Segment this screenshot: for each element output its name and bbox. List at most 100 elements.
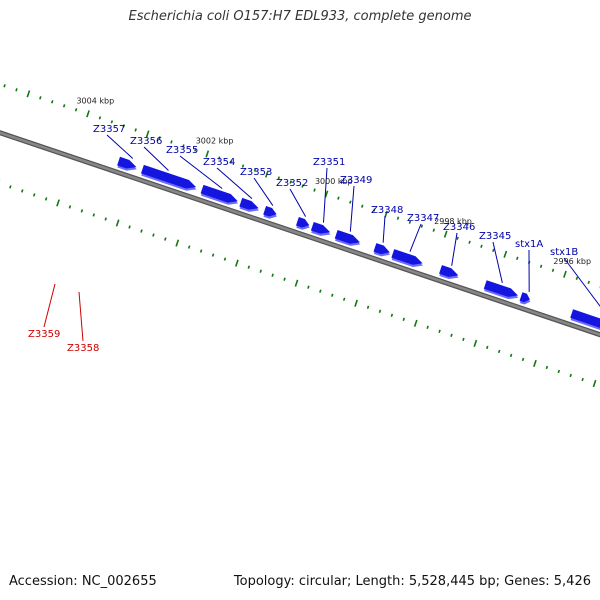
genome-backbone: [0, 130, 600, 338]
upper-scale-tick: [277, 176, 281, 180]
upper-scale-tick: [3, 84, 6, 88]
gene-label-z3353[interactable]: Z3353: [240, 167, 272, 178]
gene-arrow-z3353[interactable]: [263, 205, 279, 221]
gene-label-z3352[interactable]: Z3352: [276, 178, 308, 189]
upper-scale-tick: [86, 110, 90, 118]
gene-label-z3359[interactable]: Z3359: [28, 329, 60, 340]
upper-scale-tick: [468, 240, 471, 244]
lower-scale-tick: [199, 249, 203, 253]
lower-scale-tick: [152, 233, 155, 237]
gene-arrow-z3345[interactable]: [483, 280, 520, 302]
gene-arrow-z3356[interactable]: [140, 164, 198, 194]
lower-scale-tick: [247, 265, 251, 269]
gene-arrow-stx1b[interactable]: [570, 309, 600, 344]
label-leader-line: [106, 134, 134, 159]
label-leader-line: [451, 232, 458, 266]
gene-arrow-z3349[interactable]: [334, 230, 362, 249]
upper-scale-tick: [158, 136, 161, 140]
lower-scale-tick: [497, 349, 501, 354]
lower-scale-tick: [80, 209, 84, 213]
gene-arrow-stx1a[interactable]: [519, 292, 532, 306]
lower-scale-tick: [21, 189, 24, 193]
upper-scale-tick: [492, 248, 495, 252]
scale-label: 3000 kbp: [315, 177, 353, 186]
lower-scale-tick: [426, 325, 429, 330]
lower-scale-tick: [438, 329, 441, 334]
footer-summary: Topology: circular; Length: 5,528,445 bp…: [233, 574, 591, 589]
gene-arrow-z3357[interactable]: [117, 156, 139, 174]
gene-label-z3356[interactable]: Z3356: [130, 136, 162, 147]
gene-arrow-z3355[interactable]: [200, 184, 240, 208]
lower-scale-tick: [115, 219, 120, 227]
gene-arrow-z3347[interactable]: [391, 249, 425, 270]
upper-scale-tick: [432, 228, 436, 232]
label-leader-line: [323, 167, 328, 223]
upper-scale-tick: [408, 220, 412, 224]
lower-scale-tick: [32, 193, 36, 197]
upper-scale-tick: [253, 168, 257, 172]
footer-accession: Accession: NC_002655: [9, 574, 157, 589]
lower-scale-tick: [56, 199, 60, 207]
genome-backbone-highlight: [0, 131, 600, 337]
upper-scale-tick: [539, 264, 543, 269]
gene-label-z3357[interactable]: Z3357: [93, 124, 125, 135]
upper-scale-tick: [503, 250, 508, 258]
lower-scale-tick: [390, 313, 394, 317]
upper-scale-tick: [51, 100, 54, 104]
gene-arrow-z3354[interactable]: [239, 197, 261, 215]
label-leader-line: [492, 241, 503, 283]
lower-scale-tick: [235, 259, 239, 267]
gene-arrow-z3352[interactable]: [295, 216, 311, 232]
upper-scale-tick: [551, 268, 555, 273]
gene-label-z3355[interactable]: Z3355: [166, 145, 198, 156]
lower-scale-tick: [294, 279, 299, 287]
upper-scale-tick: [39, 96, 42, 100]
upper-scale-tick: [264, 170, 269, 178]
upper-scale-tick: [15, 88, 18, 92]
lower-scale-tick: [175, 239, 180, 247]
upper-scale-tick: [480, 244, 483, 248]
gene-arrow-z3348[interactable]: [373, 243, 392, 259]
gene-arrow-z3351[interactable]: [310, 222, 332, 239]
upper-scale-tick: [516, 256, 519, 260]
gene-label-z3346[interactable]: Z3346: [443, 222, 475, 233]
lower-scale-tick: [223, 257, 227, 261]
lower-scale-tick: [92, 213, 96, 217]
tick-layer: [0, 84, 600, 388]
lower-scale-tick: [140, 229, 143, 233]
lower-scale-tick: [569, 373, 572, 378]
gene-label-stx1b[interactable]: stx1B: [550, 247, 578, 258]
gene-label-z3354[interactable]: Z3354: [203, 157, 235, 168]
upper-scale-tick: [301, 184, 304, 188]
label-leader-line: [179, 155, 223, 189]
upper-scale-tick: [361, 204, 364, 208]
label-leader-line: [382, 215, 386, 243]
upper-scale-tick: [587, 280, 591, 285]
lower-scale-tick: [533, 359, 537, 368]
upper-scale-tick: [217, 156, 221, 160]
label-leader-line: [253, 177, 274, 206]
label-leader-line: [563, 257, 600, 307]
gene-arrow-z3346[interactable]: [438, 265, 460, 282]
gene-label-z3351[interactable]: Z3351: [313, 157, 345, 168]
upper-scale-tick: [110, 120, 114, 124]
upper-scale-tick: [229, 160, 233, 164]
lower-scale-tick: [521, 357, 525, 362]
gene-label-z3348[interactable]: Z3348: [371, 205, 403, 216]
lower-scale-tick: [211, 253, 215, 257]
gene-label-z3345[interactable]: Z3345: [479, 231, 511, 242]
gene-label-z3347[interactable]: Z3347: [407, 213, 439, 224]
lower-scale-tick: [68, 205, 72, 209]
gene-label-z3358[interactable]: Z3358: [67, 343, 99, 354]
upper-scale-tick: [205, 150, 210, 158]
gene-label-z3349[interactable]: Z3349: [340, 175, 372, 186]
lower-scale-tick: [128, 225, 131, 229]
upper-scale-tick: [456, 236, 459, 240]
lower-scale-tick: [450, 333, 453, 338]
label-leader-line: [409, 223, 422, 252]
upper-scale-tick: [563, 270, 567, 278]
lower-scale-tick: [44, 197, 48, 201]
lower-scale-tick: [271, 273, 274, 277]
gene-label-stx1a[interactable]: stx1A: [515, 239, 543, 250]
label-leader-line: [43, 283, 56, 328]
